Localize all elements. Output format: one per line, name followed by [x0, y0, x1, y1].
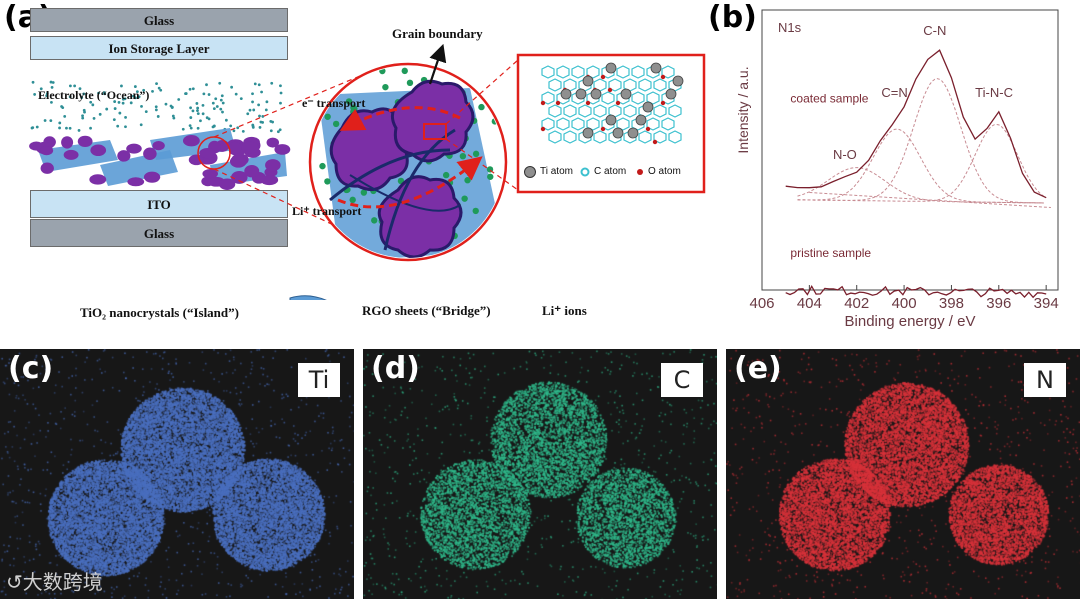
legend-li: Li⁺ ions [542, 303, 587, 318]
ti-map-canvas [0, 349, 354, 599]
n-map-canvas [726, 349, 1080, 599]
c-element-label: C [661, 363, 703, 397]
fit-component [797, 128, 1044, 204]
e-transport-label: e⁻ transport [302, 96, 366, 110]
x-tick-label: 398 [939, 295, 964, 312]
ito-layer: ITO [30, 190, 288, 218]
x-tick-label: 402 [844, 295, 869, 312]
map-n: (e) N [726, 349, 1080, 599]
glass-bottom-layer: Glass [30, 219, 288, 247]
panel-a-schematic [29, 43, 706, 300]
zoom-box [423, 123, 447, 140]
map-d-label: (d) [371, 351, 420, 386]
x-axis-label: Binding energy / eV [845, 313, 976, 330]
x-tick-label: 396 [986, 295, 1011, 312]
map-e-label: (e) [734, 351, 782, 386]
fit-component [797, 167, 1044, 204]
x-tick-label: 404 [797, 295, 822, 312]
electrolyte-label: Electrolyte (“Ocean”) [38, 88, 150, 102]
tio2-islands [29, 135, 291, 190]
panel-b-label: (b) [708, 0, 757, 35]
xps-chart: 406 404 402 400 398 396 394 Binding energy / eV… [735, 9, 1059, 330]
peak-label: C=N [881, 85, 907, 100]
fit-component [797, 123, 1045, 202]
x-tick-label: 406 [749, 295, 774, 312]
n-element-label: N [1024, 363, 1066, 397]
baseline [809, 192, 1051, 208]
ion-storage-layer: Ion Storage Layer [30, 36, 288, 60]
c-atom-label: C atom [594, 166, 627, 177]
chart-title: N1s [778, 20, 802, 35]
watermark-logo-icon: ↺ [6, 570, 23, 594]
x-tick-label: 400 [892, 295, 917, 312]
peak-label: N-O [833, 147, 857, 162]
grain-boundary-label: Grain boundary [392, 26, 483, 41]
series-line [785, 284, 1047, 299]
watermark-text: 大数跨境 [22, 570, 103, 594]
map-ti: (c) Ti ↺大数跨境 [0, 349, 354, 599]
x-tick-label: 394 [1034, 295, 1059, 312]
series-label: pristine sample [790, 246, 871, 260]
legend-rgo: RGO sheets (“Bridge”) [362, 303, 491, 318]
series-line [785, 49, 1047, 199]
series-label: coated sample [790, 92, 868, 106]
plot-frame [761, 9, 1059, 291]
glass-top-layer: Glass [30, 8, 288, 32]
peak-label: Ti-N-C [975, 85, 1013, 100]
map-c: (d) C [363, 349, 717, 599]
atomic-lattice [540, 62, 684, 145]
peak-label: C-N [923, 23, 946, 38]
ti-atom-label: Ti atom [540, 166, 573, 177]
y-axis-label: Intensity / a.u. [735, 66, 751, 153]
map-c-label: (c) [8, 351, 54, 386]
electrolyte-dots [30, 80, 283, 134]
ti-element-label: Ti [298, 363, 340, 397]
o-atom-label: O atom [648, 166, 681, 177]
li-transport-label: Li⁺ transport [292, 204, 362, 218]
c-map-canvas [363, 349, 717, 599]
watermark: ↺大数跨境 [6, 566, 103, 595]
legend-tio2: TiO₂ nanocrystals (“Island”) [80, 305, 239, 320]
